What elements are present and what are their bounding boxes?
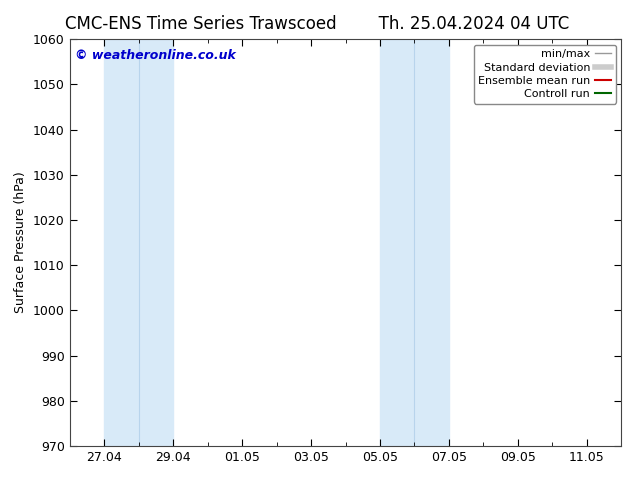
Legend: min/max, Standard deviation, Ensemble mean run, Controll run: min/max, Standard deviation, Ensemble me… [474, 45, 616, 104]
Bar [104, 39, 173, 446]
Text: CMC-ENS Time Series Trawscoed        Th. 25.04.2024 04 UTC: CMC-ENS Time Series Trawscoed Th. 25.04.… [65, 15, 569, 33]
Bar [380, 39, 449, 446]
Y-axis label: Surface Pressure (hPa): Surface Pressure (hPa) [15, 172, 27, 314]
Text: © weatheronline.co.uk: © weatheronline.co.uk [75, 49, 236, 62]
